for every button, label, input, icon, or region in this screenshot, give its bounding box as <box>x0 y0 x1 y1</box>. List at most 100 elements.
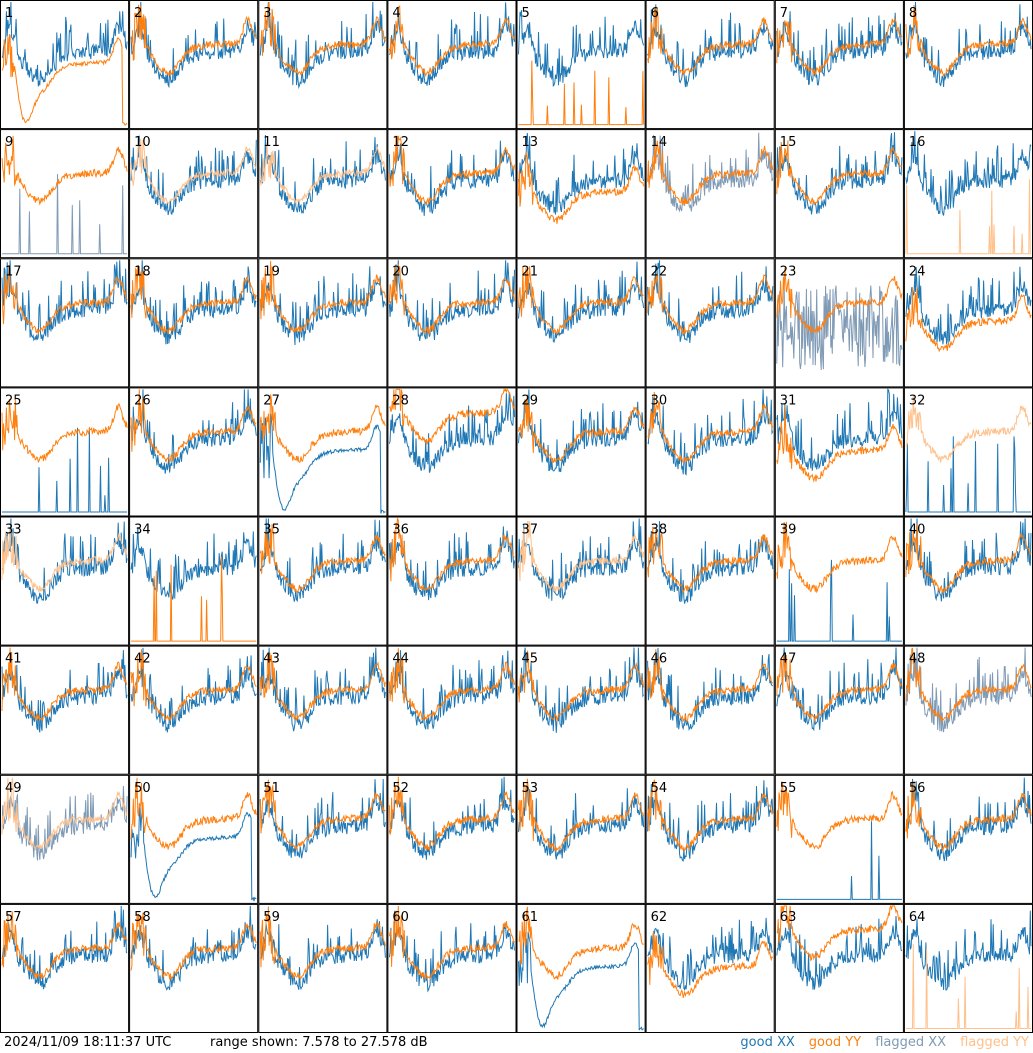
yy-series-line <box>518 266 644 336</box>
xx-series-line <box>647 132 774 213</box>
panel-64: 64 <box>903 903 1033 1033</box>
panel-16: 16 <box>903 129 1033 259</box>
panel-label: 9 <box>5 135 13 150</box>
yy-series-line <box>518 650 645 722</box>
yy-series-line <box>388 776 515 852</box>
panel-8: 8 <box>903 0 1033 130</box>
panel-label: 49 <box>5 781 22 796</box>
panel-29: 29 <box>516 387 646 517</box>
yy-series-line <box>647 7 774 76</box>
panel-frame <box>387 645 517 775</box>
panel-label: 22 <box>651 264 668 279</box>
panel-label: 32 <box>909 393 926 408</box>
panel-label: 59 <box>263 910 280 925</box>
panel-42: 42 <box>129 645 259 775</box>
yy-series-line <box>130 4 257 77</box>
panel-label: 51 <box>263 781 280 796</box>
xx-series-line <box>1 905 128 990</box>
panel-53: 53 <box>516 774 646 904</box>
panel-36: 36 <box>387 516 517 646</box>
panel-62: 62 <box>645 903 775 1033</box>
panel-label: 30 <box>651 393 668 408</box>
panel-label: 24 <box>909 264 926 279</box>
panel-19: 19 <box>258 258 388 388</box>
yy-series-line <box>260 1 386 77</box>
yy-series-line <box>905 395 1032 463</box>
panel-label: 55 <box>780 781 797 796</box>
yy-series-line <box>518 520 645 593</box>
legend-flagged-yy: flagged YY <box>960 1035 1029 1050</box>
panel-label: 20 <box>392 264 409 279</box>
panel-13: 13 <box>516 129 646 259</box>
panel-frame <box>0 0 130 130</box>
panel-31: 31 <box>774 387 904 517</box>
yy-series-line <box>1 398 128 464</box>
panel-frame <box>645 645 775 775</box>
panel-59: 59 <box>258 903 388 1033</box>
xx-series-line <box>905 131 1032 216</box>
panel-3: 3 <box>258 0 388 130</box>
legend: good XX good YY flagged XX flagged YY <box>740 1035 1029 1050</box>
panel-30: 30 <box>645 387 775 517</box>
panel-23: 23 <box>774 258 904 388</box>
panel-10: 10 <box>129 129 259 259</box>
panel-label: 48 <box>909 652 926 667</box>
xx-series-line <box>2 173 128 255</box>
yy-series-line <box>1 777 128 851</box>
panel-4: 4 <box>387 0 517 130</box>
xx-series-line <box>518 10 645 88</box>
panel-26: 26 <box>129 387 259 517</box>
panel-28: 28 <box>387 387 517 517</box>
panel-label: 23 <box>780 264 797 279</box>
panel-label: 1 <box>5 6 13 21</box>
panel-9: 9 <box>0 129 130 259</box>
panel-15: 15 <box>774 129 904 259</box>
footer: 2024/11/09 18:11:37 UTC range shown: 7.5… <box>0 1033 1033 1053</box>
panel-56: 56 <box>903 774 1033 904</box>
xx-series-line <box>647 389 774 476</box>
panel-label: 43 <box>263 652 280 667</box>
panel-46: 46 <box>645 645 775 775</box>
yy-series-line <box>388 387 515 446</box>
xx-series-line <box>259 518 386 603</box>
xx-series-line <box>776 11 903 86</box>
xx-series-line <box>518 647 645 733</box>
xx-series-line <box>388 392 515 473</box>
xx-series-line <box>518 133 645 215</box>
panel-frame <box>129 516 259 646</box>
xx-series-line <box>130 647 257 733</box>
panel-label: 61 <box>522 910 539 925</box>
yy-series-line <box>776 405 903 483</box>
yy-series-line <box>905 523 1032 595</box>
panel-label: 4 <box>392 6 400 21</box>
range-shown: range shown: 7.578 to 27.578 dB <box>210 1035 428 1050</box>
panel-60: 60 <box>387 903 517 1033</box>
yy-series-line <box>259 906 386 979</box>
xx-series-line <box>647 260 774 344</box>
yy-series-line <box>647 932 774 999</box>
panel-label: 8 <box>909 6 917 21</box>
panel-frame <box>645 0 775 130</box>
panel-20: 20 <box>387 258 517 388</box>
panel-label: 21 <box>522 264 539 279</box>
panel-frame <box>129 645 259 775</box>
panel-label: 57 <box>5 910 22 925</box>
panel-frame <box>258 258 388 388</box>
xx-series-line <box>259 1 386 90</box>
panel-frame <box>774 516 904 646</box>
panel-label: 14 <box>651 135 668 150</box>
yy-series-line <box>130 266 257 335</box>
panel-34: 34 <box>129 516 259 646</box>
yy-series-line <box>259 652 386 721</box>
panel-frame <box>516 516 646 646</box>
panel-label: 17 <box>5 264 22 279</box>
xx-series-line <box>905 1 1032 88</box>
xx-series-line <box>647 917 773 991</box>
xx-series-line <box>647 647 774 731</box>
yy-series-line <box>388 905 515 981</box>
yy-series-line <box>130 777 257 850</box>
panel-label: 37 <box>522 523 539 538</box>
panel-24: 24 <box>903 258 1033 388</box>
xx-series-line <box>518 261 645 343</box>
yy-series-line <box>647 273 774 335</box>
